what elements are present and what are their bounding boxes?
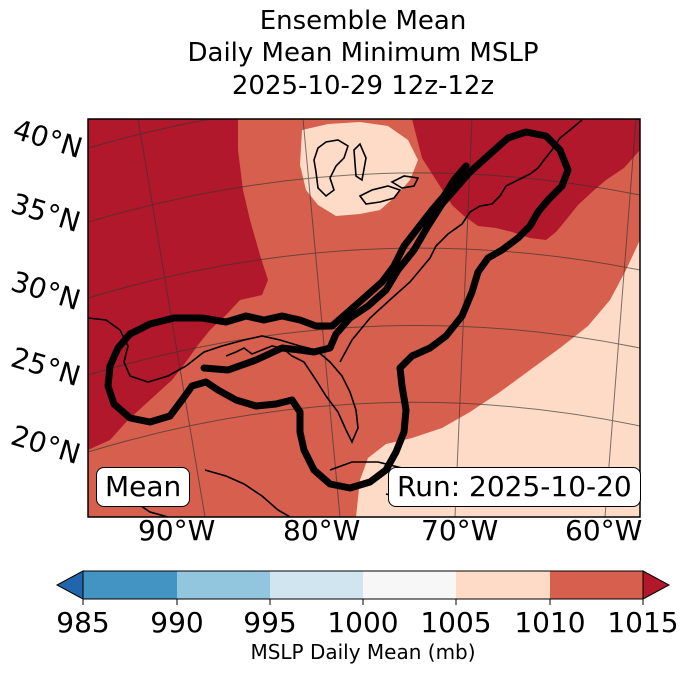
colorbar-bin-995-1000: [270, 571, 363, 599]
pressure-fill-1005-1010-south: [356, 240, 640, 517]
colorbar-label: MSLP Daily Mean (mb): [250, 640, 476, 664]
atlantic-coastline: [339, 119, 583, 363]
colorbar-tick-995: 995: [243, 606, 297, 639]
colorbar-bin-1005-1010: [456, 571, 550, 599]
mean-box: Mean: [96, 467, 191, 507]
graticule-lon-60: [604, 119, 637, 517]
colorbar-tick-1010: 1010: [514, 606, 586, 639]
graticule-lon-80: [302, 119, 341, 517]
colorbar-extend-low: [55, 570, 84, 600]
colorbar-tick-1005: 1005: [420, 606, 492, 639]
colorbar-tick-1015: 1015: [607, 606, 679, 639]
colorbar-extend-high: [642, 570, 671, 600]
colorbar-bin-990-995: [177, 571, 270, 599]
colorbar: [55, 570, 671, 605]
pressure-fill-above-1015-west: [88, 119, 268, 450]
colorbar-tick-1000: 1000: [327, 606, 399, 639]
colorbar-tick-985: 985: [56, 606, 110, 639]
lon-label-70: 70°W: [421, 514, 499, 547]
colorbar-bin-985-990: [83, 571, 177, 599]
graticule-lat-40: [88, 119, 640, 149]
colorbar-tick-990: 990: [150, 606, 204, 639]
pressure-fill-above-1015-northeast: [412, 119, 640, 240]
graticule-lat-20: [88, 401, 640, 453]
graticule-lat-25: [88, 324, 640, 376]
colorbar-bin-1000-1005: [363, 571, 456, 599]
map-frame: [87, 118, 641, 518]
lon-label-60: 60°W: [565, 514, 643, 547]
title-line-1: Ensemble Mean: [259, 6, 467, 36]
lon-label-80: 80°W: [283, 514, 361, 547]
great-lakes: [313, 139, 420, 205]
title-line-2: Daily Mean Minimum MSLP: [187, 38, 539, 68]
contour-line: [104, 128, 572, 492]
colorbar-bin-1010-1015: [550, 571, 643, 599]
run-date-box: Run: 2025-10-20: [388, 467, 641, 507]
lon-label-90: 90°W: [138, 514, 216, 547]
title-line-3: 2025-10-29 12z-12z: [231, 71, 495, 101]
